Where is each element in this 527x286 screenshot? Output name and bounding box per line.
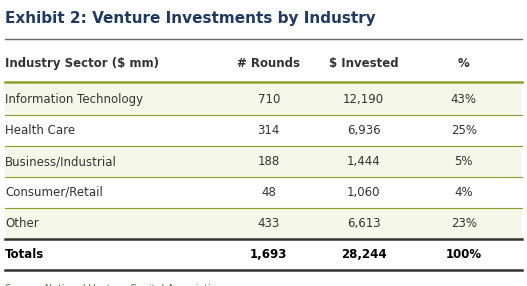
Text: 188: 188 [258,155,280,168]
Text: 100%: 100% [446,248,482,261]
Text: 6,613: 6,613 [347,217,380,230]
Text: Industry Sector ($ mm): Industry Sector ($ mm) [5,57,159,70]
Text: Business/Industrial: Business/Industrial [5,155,117,168]
Text: 5%: 5% [454,155,473,168]
Text: 25%: 25% [451,124,477,137]
FancyBboxPatch shape [5,208,522,239]
FancyBboxPatch shape [5,177,522,208]
Text: Source: National Venture Capital Association: Source: National Venture Capital Associa… [5,284,223,286]
Text: 1,444: 1,444 [347,155,380,168]
Text: Other: Other [5,217,39,230]
Text: 43%: 43% [451,93,477,106]
FancyBboxPatch shape [5,146,522,177]
FancyBboxPatch shape [5,115,522,146]
Text: 1,060: 1,060 [347,186,380,199]
Text: 28,244: 28,244 [341,248,386,261]
Text: # Rounds: # Rounds [237,57,300,70]
Text: 48: 48 [261,186,276,199]
Text: 433: 433 [258,217,280,230]
Text: 23%: 23% [451,217,477,230]
Text: 1,693: 1,693 [250,248,287,261]
Text: $ Invested: $ Invested [329,57,398,70]
Text: 314: 314 [258,124,280,137]
Text: 6,936: 6,936 [347,124,380,137]
Text: Totals: Totals [5,248,44,261]
Text: 710: 710 [258,93,280,106]
FancyBboxPatch shape [5,84,522,115]
Text: Information Technology: Information Technology [5,93,143,106]
Text: 4%: 4% [454,186,473,199]
Text: Health Care: Health Care [5,124,75,137]
Text: Consumer/Retail: Consumer/Retail [5,186,103,199]
Text: Exhibit 2: Venture Investments by Industry: Exhibit 2: Venture Investments by Indust… [5,11,376,26]
Text: %: % [458,57,470,70]
Text: 12,190: 12,190 [343,93,384,106]
